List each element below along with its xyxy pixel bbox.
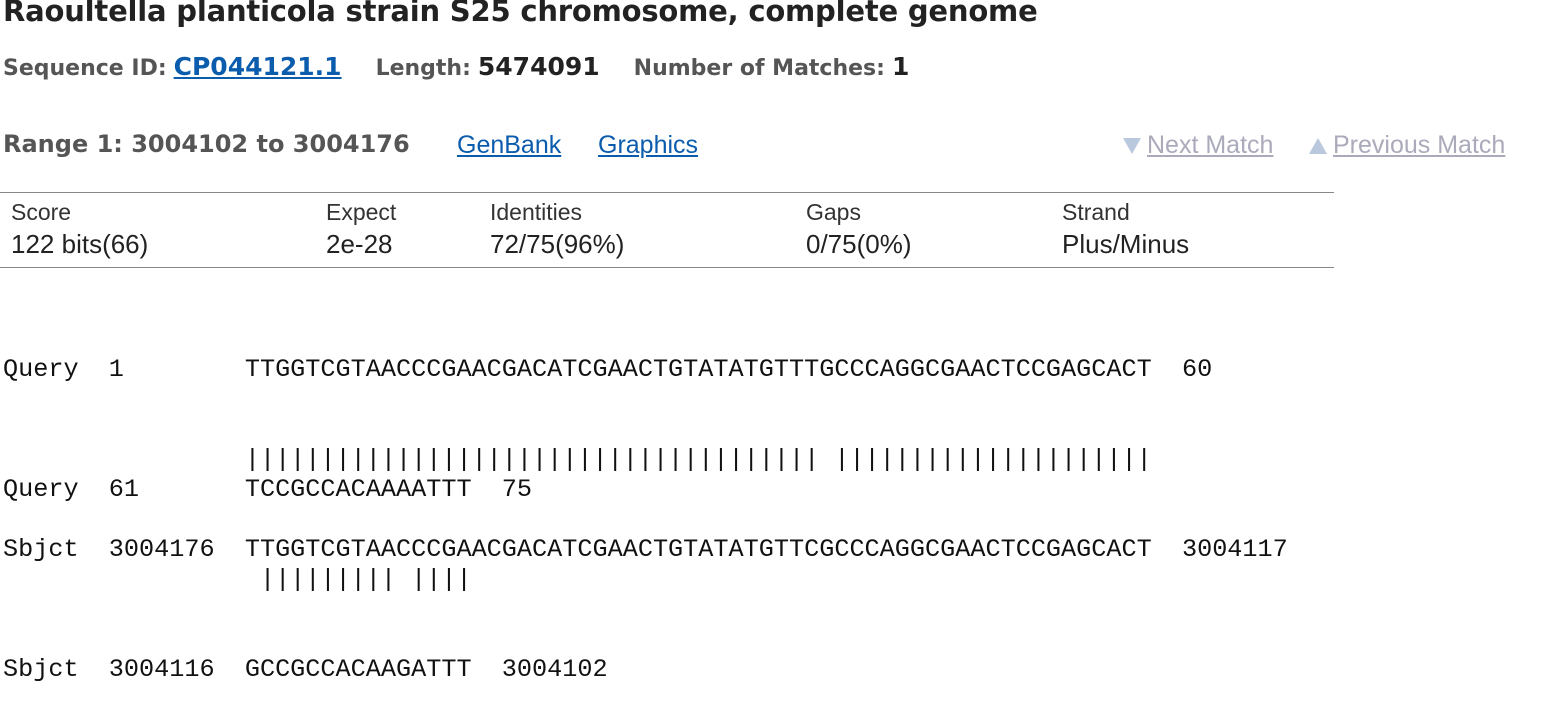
sequence-id-label: Sequence ID: [3, 56, 167, 81]
range-label: Range 1: 3004102 to 3004176 [3, 130, 410, 158]
score-header: Score [11, 199, 72, 225]
genbank-link[interactable]: GenBank [457, 131, 562, 159]
query-line: Query 61 TCCGCCACAAAATTT 75 [3, 475, 533, 504]
score-cell: Score 122 bits(66) [11, 193, 148, 260]
next-match-button[interactable]: Next Match [1123, 131, 1273, 160]
length-value: 5474091 [477, 52, 600, 81]
matches-label: Number of Matches: [633, 56, 885, 81]
triangle-down-icon [1123, 138, 1141, 155]
gaps-cell: Gaps 0/75(0%) [806, 193, 912, 260]
expect-header: Expect [326, 199, 397, 225]
page-title: Raoultella planticola strain S25 chromos… [3, 0, 1038, 28]
length-label: Length: [375, 56, 471, 81]
alignment-stats-table: Score 122 bits(66) Expect 2e-28 Identiti… [0, 192, 1334, 268]
gaps-header: Gaps [806, 199, 861, 225]
expect-cell: Expect 2e-28 [326, 193, 396, 260]
sbjct-line: Sbjct 3004116 GCCGCCACAAGATTT 3004102 [3, 655, 608, 684]
expect-value: 2e-28 [326, 229, 393, 259]
identities-cell: Identities 72/75(96%) [490, 193, 624, 260]
identities-header: Identities [490, 199, 583, 225]
score-value: 122 bits(66) [11, 229, 149, 259]
strand-value: Plus/Minus [1062, 229, 1190, 259]
alignment-block-2: Query 61 TCCGCCACAAAATTT 75 ||||||||| ||… [3, 415, 608, 715]
match-line: ||||||||| |||| [3, 565, 472, 594]
strand-cell: Strand Plus/Minus [1062, 193, 1189, 260]
strand-header: Strand [1062, 199, 1130, 225]
next-match-label: Next Match [1147, 131, 1274, 159]
graphics-link[interactable]: Graphics [598, 131, 699, 159]
triangle-up-icon [1309, 138, 1327, 155]
matches-value: 1 [891, 52, 910, 81]
range-row: Range 1: 3004102 to 3004176 GenBank Grap… [3, 130, 1543, 166]
sequence-id-link[interactable]: CP044121.1 [173, 52, 342, 81]
previous-match-button[interactable]: Previous Match [1309, 131, 1505, 160]
identities-value: 72/75(96%) [490, 229, 625, 259]
query-line: Query 1 TTGGTCGTAACCCGAACGACATCGAACTGTAT… [3, 355, 1213, 384]
match-line: |||||||||||||||||||||||||||||||||||||| |… [3, 445, 1152, 474]
sequence-meta: Sequence ID: CP044121.1 Length: 5474091 … [3, 52, 909, 81]
previous-match-label: Previous Match [1333, 131, 1506, 159]
gaps-value: 0/75(0%) [806, 229, 912, 259]
